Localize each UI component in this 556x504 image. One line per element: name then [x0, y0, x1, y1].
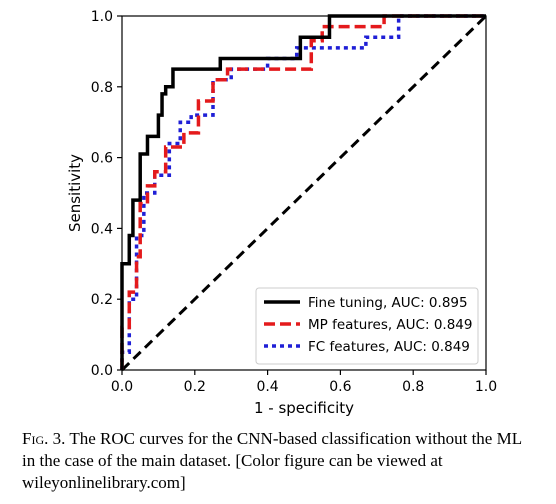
caption-label: Fig. 3. — [22, 429, 66, 448]
x-tick-label: 0.8 — [402, 379, 424, 395]
roc-figure: 0.0 0.2 0.4 0.6 0.8 1.0 0.0 0.2 0.4 0.6 0.8 1.0 1 - … — [66, 9, 497, 417]
legend-label: MP features, AUC: 0.849 — [308, 317, 472, 333]
legend-box — [255, 287, 479, 365]
roc-chart: 0.0 0.2 0.4 0.6 0.8 1.0 0.0 0.2 0.4 0.6 0.8 1.0 1 - … — [66, 9, 497, 417]
figure-caption: Fig. 3. The ROC curves for the CNN-based… — [22, 428, 534, 494]
legend-label: Fine tuning, AUC: 0.895 — [308, 295, 468, 311]
y-tick-label: 0.4 — [91, 221, 113, 237]
y-axis-label: Sensitivity — [66, 154, 84, 232]
series-line-fine-tuning — [120, 14, 486, 370]
caption-text: The ROC curves for the CNN-based classif… — [22, 429, 522, 492]
legend-label: FC features, AUC: 0.849 — [308, 339, 470, 355]
chance-diagonal-line — [120, 14, 488, 372]
y-tick-label: 0.8 — [91, 80, 113, 96]
x-tick-label: 0.0 — [111, 379, 133, 395]
y-tick-label: 0.2 — [91, 292, 113, 308]
x-tick-label: 0.2 — [184, 379, 206, 395]
plot-frame — [121, 15, 487, 371]
y-tick-label: 0.6 — [91, 151, 113, 167]
x-tick-label: 0.6 — [329, 379, 351, 395]
y-tick-label: 1.0 — [91, 9, 113, 25]
x-tick-label: 1.0 — [475, 379, 497, 395]
y-tick-label: 0.0 — [91, 363, 113, 379]
series-line-mp-features — [120, 14, 486, 370]
x-tick-label: 0.4 — [256, 379, 278, 395]
x-axis-label: 1 - specificity — [254, 399, 354, 417]
